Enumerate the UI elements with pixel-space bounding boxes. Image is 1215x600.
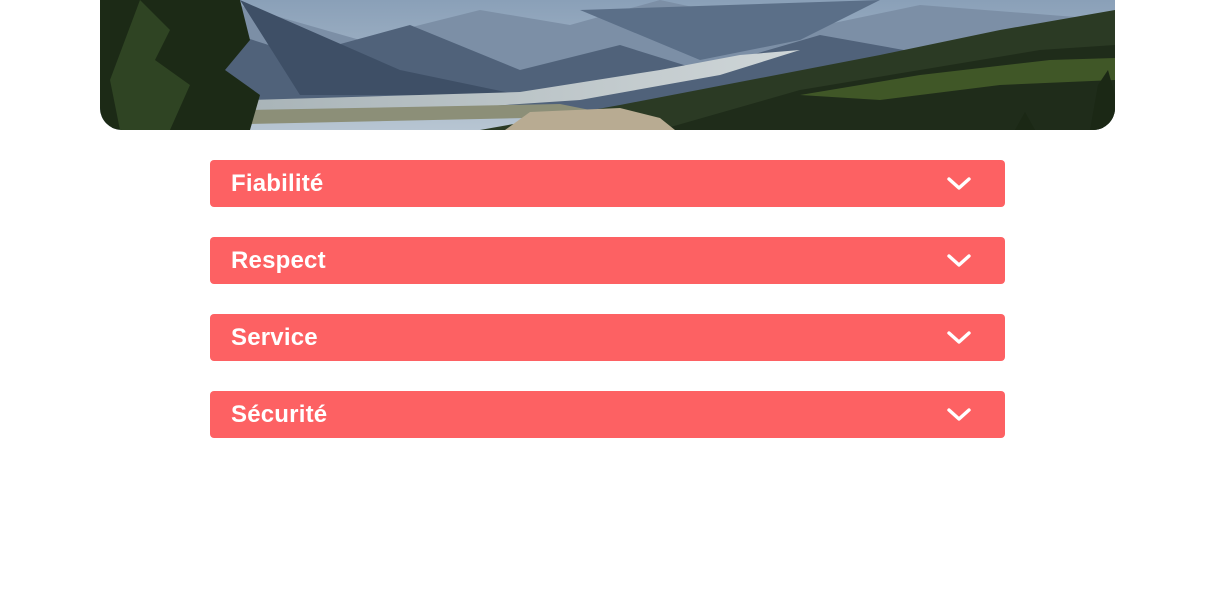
accordion-item-fiabilite[interactable]: Fiabilité: [210, 160, 1005, 207]
accordion-item-label: Respect: [231, 246, 326, 274]
accordion-item-respect[interactable]: Respect: [210, 237, 1005, 284]
values-accordion: Fiabilité Respect Service Sécurité: [210, 160, 1005, 468]
accordion-item-service[interactable]: Service: [210, 314, 1005, 361]
accordion-item-label: Sécurité: [231, 400, 328, 428]
landscape-illustration: [100, 0, 1115, 130]
chevron-down-icon[interactable]: [946, 407, 972, 423]
chevron-down-icon[interactable]: [946, 253, 972, 269]
chevron-down-icon[interactable]: [946, 330, 972, 346]
accordion-item-securite[interactable]: Sécurité: [210, 391, 1005, 438]
accordion-item-label: Service: [231, 323, 318, 351]
hero-image: [100, 0, 1115, 130]
chevron-down-icon[interactable]: [946, 176, 972, 192]
accordion-item-label: Fiabilité: [231, 169, 324, 197]
